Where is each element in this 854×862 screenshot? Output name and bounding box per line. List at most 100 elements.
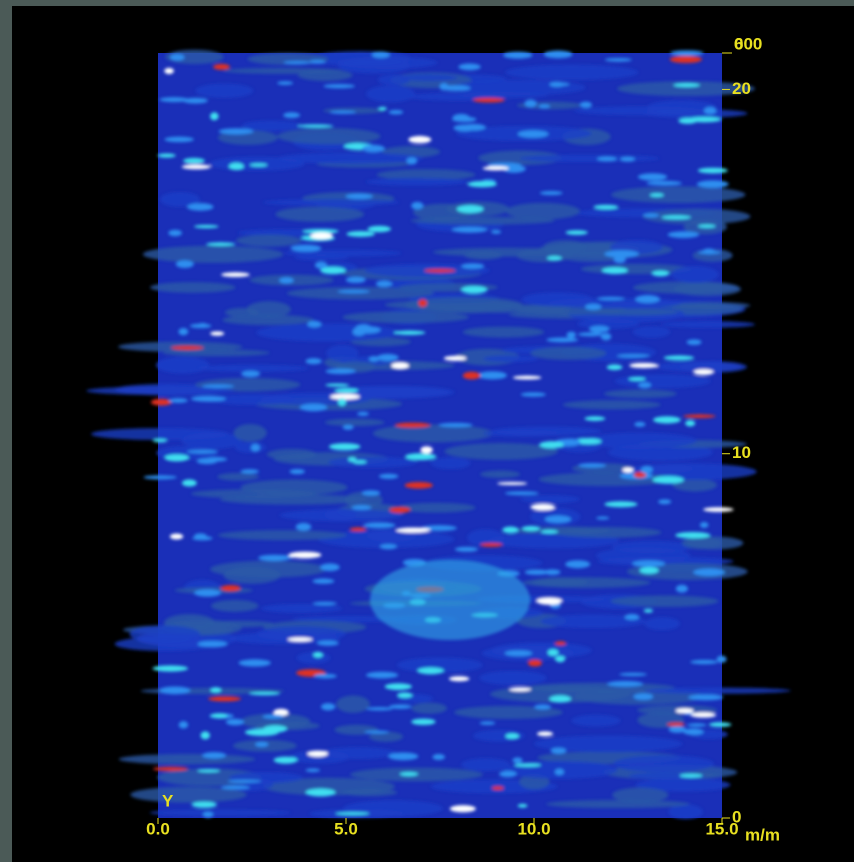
texture-streak bbox=[690, 659, 718, 665]
texture-streak bbox=[534, 704, 551, 710]
texture-band bbox=[342, 311, 469, 324]
texture-streak bbox=[491, 229, 502, 234]
texture-band bbox=[505, 64, 639, 81]
texture-streak bbox=[604, 250, 639, 258]
texture-streak bbox=[606, 364, 623, 371]
texture-streak bbox=[351, 505, 372, 510]
texture-streak bbox=[697, 167, 728, 174]
texture-streak bbox=[295, 522, 312, 531]
texture-streak bbox=[202, 752, 227, 759]
texture-streak bbox=[538, 104, 551, 109]
texture-band bbox=[160, 191, 200, 207]
texture-band bbox=[367, 529, 417, 543]
texture-streak bbox=[505, 733, 520, 740]
texture-band bbox=[256, 323, 400, 342]
texture-streak bbox=[524, 569, 549, 575]
texture-streak bbox=[320, 266, 346, 275]
texture-streak bbox=[314, 261, 328, 269]
texture-streak bbox=[395, 527, 431, 533]
texture-streak bbox=[249, 163, 268, 167]
texture-streak bbox=[517, 803, 528, 808]
texture-streak bbox=[512, 375, 542, 380]
texture-streak bbox=[197, 640, 228, 648]
texture-streak bbox=[524, 99, 537, 108]
texture-band bbox=[534, 735, 683, 753]
texture-streak bbox=[666, 722, 686, 727]
texture-streak bbox=[456, 205, 484, 214]
texture-streak bbox=[357, 411, 369, 416]
texture-streak bbox=[208, 696, 242, 702]
texture-streak bbox=[389, 704, 412, 709]
texture-streak bbox=[543, 50, 573, 59]
texture-streak bbox=[514, 763, 542, 767]
texture-streak bbox=[460, 285, 488, 294]
texture-band bbox=[376, 169, 476, 181]
texture-streak bbox=[399, 772, 419, 777]
texture-streak bbox=[210, 713, 228, 719]
texture-streak bbox=[191, 801, 217, 808]
texture-band bbox=[571, 714, 621, 727]
texture-streak bbox=[241, 370, 261, 378]
texture-band bbox=[577, 318, 640, 329]
texture-streak bbox=[651, 270, 670, 277]
texture-band bbox=[583, 432, 697, 449]
texture-streak bbox=[688, 694, 724, 701]
texture-band bbox=[491, 642, 592, 659]
texture-band bbox=[210, 560, 327, 578]
texture-streak bbox=[504, 650, 533, 657]
texture-streak bbox=[520, 392, 546, 397]
texture-streak bbox=[451, 226, 488, 233]
texture-streak bbox=[661, 215, 692, 220]
texture-band bbox=[338, 58, 411, 74]
texture-streak bbox=[670, 50, 704, 56]
texture-streak bbox=[314, 673, 337, 679]
texture-streak bbox=[287, 637, 313, 642]
texture-streak bbox=[673, 83, 701, 88]
texture-band bbox=[210, 599, 259, 612]
texture-streak bbox=[604, 501, 638, 508]
texture-band bbox=[483, 355, 538, 363]
texture-streak bbox=[178, 328, 189, 336]
texture-streak bbox=[388, 109, 404, 115]
texture-streak bbox=[703, 106, 717, 115]
texture-streak bbox=[391, 362, 409, 370]
texture-streak bbox=[170, 345, 204, 350]
texture-streak bbox=[521, 525, 540, 532]
x-tick-label: 5.0 bbox=[334, 819, 358, 838]
texture-streak bbox=[337, 289, 370, 294]
texture-streak bbox=[371, 51, 390, 59]
texture-streak bbox=[312, 601, 337, 606]
texture-streak bbox=[491, 786, 504, 790]
texture-streak bbox=[652, 475, 685, 484]
texture-streak bbox=[366, 707, 393, 711]
texture-streak bbox=[200, 731, 210, 740]
texture-streak bbox=[458, 63, 481, 71]
x-tick-label: 15.0 bbox=[705, 819, 738, 838]
texture-streak bbox=[669, 55, 702, 64]
texture-streak bbox=[565, 560, 591, 569]
texture-band bbox=[261, 603, 343, 613]
texture-streak bbox=[307, 320, 322, 328]
texture-streak bbox=[622, 467, 634, 473]
texture-band bbox=[521, 292, 593, 307]
texture-band bbox=[522, 577, 651, 588]
texture-band bbox=[190, 489, 317, 499]
texture-streak bbox=[480, 543, 503, 547]
texture-band bbox=[520, 495, 580, 504]
texture-streak bbox=[323, 84, 355, 89]
texture-band bbox=[642, 208, 751, 225]
texture-streak bbox=[667, 231, 700, 238]
texture-streak bbox=[716, 655, 727, 663]
texture-streak bbox=[302, 228, 339, 234]
texture-band bbox=[336, 695, 370, 713]
texture-streak bbox=[325, 383, 350, 387]
texture-band bbox=[644, 617, 680, 631]
y-axis-label: Y bbox=[162, 791, 174, 810]
texture-streak bbox=[449, 805, 476, 813]
texture-streak bbox=[361, 490, 381, 496]
texture-band bbox=[614, 374, 711, 388]
texture-streak bbox=[601, 267, 628, 275]
texture-streak bbox=[378, 106, 387, 111]
texture-streak bbox=[365, 671, 399, 679]
